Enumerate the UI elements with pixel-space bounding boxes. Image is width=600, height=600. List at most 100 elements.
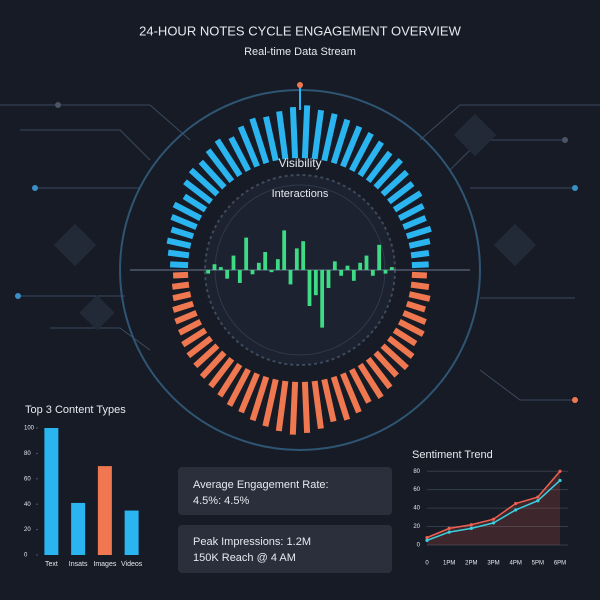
- circuit-line: [0, 104, 191, 141]
- radial-bar: [411, 271, 428, 279]
- radial-bar: [408, 291, 431, 302]
- card-label: Average Engagement Rate:: [193, 479, 329, 491]
- radial-bar: [193, 343, 220, 369]
- radial-bar: [301, 381, 311, 433]
- radial-bar: [237, 125, 260, 168]
- y-tick-label: 60: [24, 476, 31, 482]
- bar: [364, 255, 369, 270]
- radial-bar: [301, 105, 311, 159]
- x-tick-label: Text: [45, 561, 58, 568]
- radial-bar: [177, 319, 203, 336]
- bar: [326, 270, 331, 288]
- radial-bar: [199, 350, 227, 379]
- radial-bar: [172, 291, 192, 302]
- bar: [307, 270, 312, 306]
- chart-title: Interactions: [272, 188, 329, 200]
- radial-bar: [387, 181, 415, 205]
- card-value: 150K Reach @ 4 AM: [193, 552, 296, 564]
- radial-bar: [172, 300, 195, 313]
- bar: [97, 466, 112, 555]
- radial-bar: [170, 226, 195, 240]
- bar: [288, 270, 293, 285]
- bar: [320, 270, 325, 328]
- card: [178, 467, 392, 515]
- bar: [212, 264, 217, 270]
- bar: [269, 270, 274, 273]
- radial-bar: [182, 193, 208, 213]
- bar: [383, 270, 388, 274]
- bar: [377, 244, 382, 270]
- card-value: 4.5%: 4.5%: [193, 495, 249, 507]
- radial-bar: [289, 107, 299, 159]
- bar: [358, 262, 363, 270]
- radial-bar: [321, 113, 338, 162]
- series-label: Visibility: [278, 156, 321, 170]
- radial-bar: [410, 281, 430, 290]
- x-tick-label: 5PM: [532, 561, 544, 567]
- node: [572, 185, 578, 191]
- bar: [250, 270, 255, 275]
- radial-bar: [349, 132, 374, 173]
- y-tick-label: 20: [24, 527, 31, 533]
- circuit-line: [419, 104, 600, 141]
- radial-bar: [172, 271, 189, 279]
- y-tick-label: 0: [24, 553, 28, 559]
- radial-bar: [402, 310, 427, 325]
- bar: [218, 267, 223, 270]
- point: [514, 508, 518, 512]
- decoration: [0, 82, 600, 573]
- bar: [294, 248, 299, 270]
- radial-bar: [357, 362, 384, 399]
- area: [427, 471, 560, 545]
- point: [536, 499, 540, 503]
- radial-bar: [402, 215, 427, 230]
- radial-bar: [380, 169, 409, 197]
- circuit-line: [479, 369, 575, 401]
- bar: [282, 230, 287, 270]
- radial-bar: [217, 362, 243, 398]
- radial-bar: [181, 327, 208, 348]
- point: [425, 536, 429, 540]
- diamond: [453, 113, 497, 157]
- bar: [71, 502, 86, 555]
- radial-bar: [171, 281, 190, 290]
- point: [514, 501, 518, 506]
- bar: [263, 252, 268, 270]
- radial-bar: [238, 372, 260, 414]
- radial-bar: [249, 375, 270, 422]
- bar: [237, 270, 242, 283]
- radial-bar: [365, 150, 393, 183]
- node: [572, 397, 578, 403]
- radial-bar: [330, 375, 351, 421]
- radial-bar: [397, 203, 425, 221]
- radial-bar: [321, 378, 337, 423]
- radial-bar: [340, 125, 363, 168]
- x-tick-label: 0: [425, 561, 429, 567]
- node: [562, 137, 568, 143]
- radial-bar: [198, 159, 227, 190]
- radial-bar: [330, 118, 351, 165]
- point: [491, 521, 496, 525]
- y-tick-label: 80: [413, 469, 420, 475]
- radial-bar: [263, 116, 279, 162]
- radial-bar: [167, 249, 190, 259]
- bar: [44, 428, 59, 555]
- radial-bar: [289, 381, 299, 435]
- radial-bar: [405, 300, 427, 313]
- bar: [256, 262, 261, 270]
- radial-bar: [392, 190, 423, 213]
- radial-bar: [373, 157, 404, 190]
- radial-bar: [408, 238, 431, 249]
- bar: [206, 270, 211, 274]
- bar: [389, 267, 394, 270]
- radial-bar: [392, 327, 418, 347]
- x-tick-label: Insats: [69, 561, 88, 568]
- radial-bar: [262, 378, 279, 427]
- radial-bar: [380, 343, 409, 371]
- y-tick-label: 20: [413, 524, 420, 530]
- radial-bar: [387, 335, 415, 359]
- bar: [313, 270, 318, 296]
- radial-bar: [172, 201, 203, 221]
- point: [447, 530, 451, 534]
